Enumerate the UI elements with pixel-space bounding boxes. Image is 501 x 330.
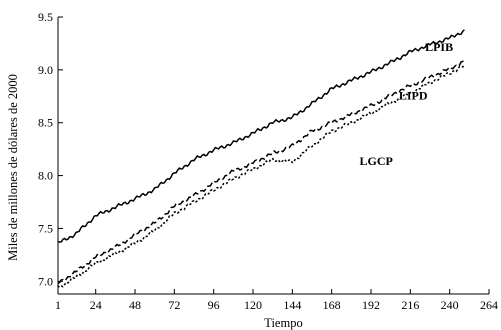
series-label-lipd: LIPD [399,88,428,102]
y-tick-label: 8.5 [38,116,53,130]
y-ticks: 7.0 7.5 8.0 8.5 9.0 9.5 [38,10,63,288]
x-ticks: 1 24 48 72 96 120 144 168 192 216 240 264 [55,289,498,312]
y-tick-label: 7.0 [38,274,53,288]
y-axis-title: Miles de millones de dólares de 2000 [6,74,20,261]
series-layer [57,29,466,289]
series-label-lpib: LPIB [425,40,453,54]
x-tick-label: 96 [208,298,220,312]
x-tick-label: 192 [362,298,380,312]
y-tick-label: 7.5 [38,221,53,235]
series-label-lgcp: LGCP [360,154,393,168]
series-labels: LPIB LIPD LGCP [360,40,454,168]
x-tick-label: 48 [129,298,141,312]
axes-layer [57,17,489,295]
x-tick-label: 120 [244,298,262,312]
x-tick-label: 240 [441,298,459,312]
x-tick-label: 144 [283,298,301,312]
x-axis-title: Tiempo [264,316,302,330]
x-tick-label: 264 [480,298,498,312]
x-tick-label: 216 [401,298,419,312]
x-tick-label: 24 [90,298,102,312]
x-tick-label: 1 [55,298,61,312]
series-line-lpib [57,29,465,243]
x-tick-label: 72 [168,298,180,312]
y-tick-label: 9.5 [38,10,53,24]
y-tick-label: 9.0 [38,63,53,77]
x-tick-label: 168 [323,298,341,312]
y-tick-label: 8.0 [38,169,53,183]
series-line-lipd [57,60,465,285]
series-line-lgcp [57,64,466,289]
